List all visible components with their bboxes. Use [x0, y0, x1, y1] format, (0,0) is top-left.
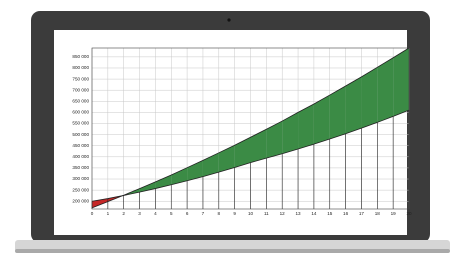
laptop-illustration: 200 000 250 000 300 000 350 000 400 000 450 0…: [0, 0, 453, 258]
y-tick-label: 500 000: [72, 132, 89, 137]
x-tick-label: 3: [138, 211, 141, 216]
y-tick-label: 350 000: [72, 165, 89, 170]
x-tick-label: 17: [359, 211, 365, 216]
x-tick-label: 19: [391, 211, 397, 216]
band-fill: [346, 77, 362, 134]
x-tick-label: 6: [186, 211, 189, 216]
y-tick-label: 300 000: [72, 176, 89, 181]
camera: [227, 18, 230, 21]
x-tick-label: 14: [311, 211, 317, 216]
x-tick-label: 4: [154, 211, 157, 216]
laptop-base-edge: [15, 249, 450, 253]
x-tick-label: 16: [343, 211, 349, 216]
x-tick-label: 13: [295, 211, 301, 216]
x-tick-label: 15: [327, 211, 333, 216]
y-tick-label: 800 000: [72, 65, 89, 70]
x-tick-label: 7: [202, 211, 205, 216]
x-tick-label: 9: [233, 211, 236, 216]
x-tick-label: 10: [248, 211, 254, 216]
y-tick-label: 750 000: [72, 76, 89, 81]
x-tick-label: 2: [122, 211, 125, 216]
y-tick-label: 700 000: [72, 87, 89, 92]
x-tick-label: 11: [264, 211, 269, 216]
x-tick-label: 20: [406, 211, 412, 216]
x-tick-label: 8: [218, 211, 221, 216]
x-tick-label: 18: [375, 211, 381, 216]
band-fill: [377, 58, 393, 123]
y-tick-label: 850 000: [72, 54, 89, 59]
y-tick-label: 600 000: [72, 110, 89, 115]
band-fill: [361, 67, 377, 128]
x-tick-label: 1: [107, 211, 110, 216]
y-tick-label: 200 000: [72, 198, 89, 203]
page: {"chart_data": {"type": "band", "x": [0,…: [0, 0, 453, 258]
screen: [54, 30, 407, 235]
y-tick-label: 450 000: [72, 143, 89, 148]
x-tick-label: 0: [91, 211, 94, 216]
y-tick-label: 650 000: [72, 99, 89, 104]
x-tick-label: 5: [170, 211, 173, 216]
y-tick-label: 550 000: [72, 121, 89, 126]
band-fill: [393, 48, 409, 116]
x-tick-label: 12: [280, 211, 286, 216]
y-tick-label: 250 000: [72, 187, 89, 192]
y-tick-label: 400 000: [72, 154, 89, 159]
